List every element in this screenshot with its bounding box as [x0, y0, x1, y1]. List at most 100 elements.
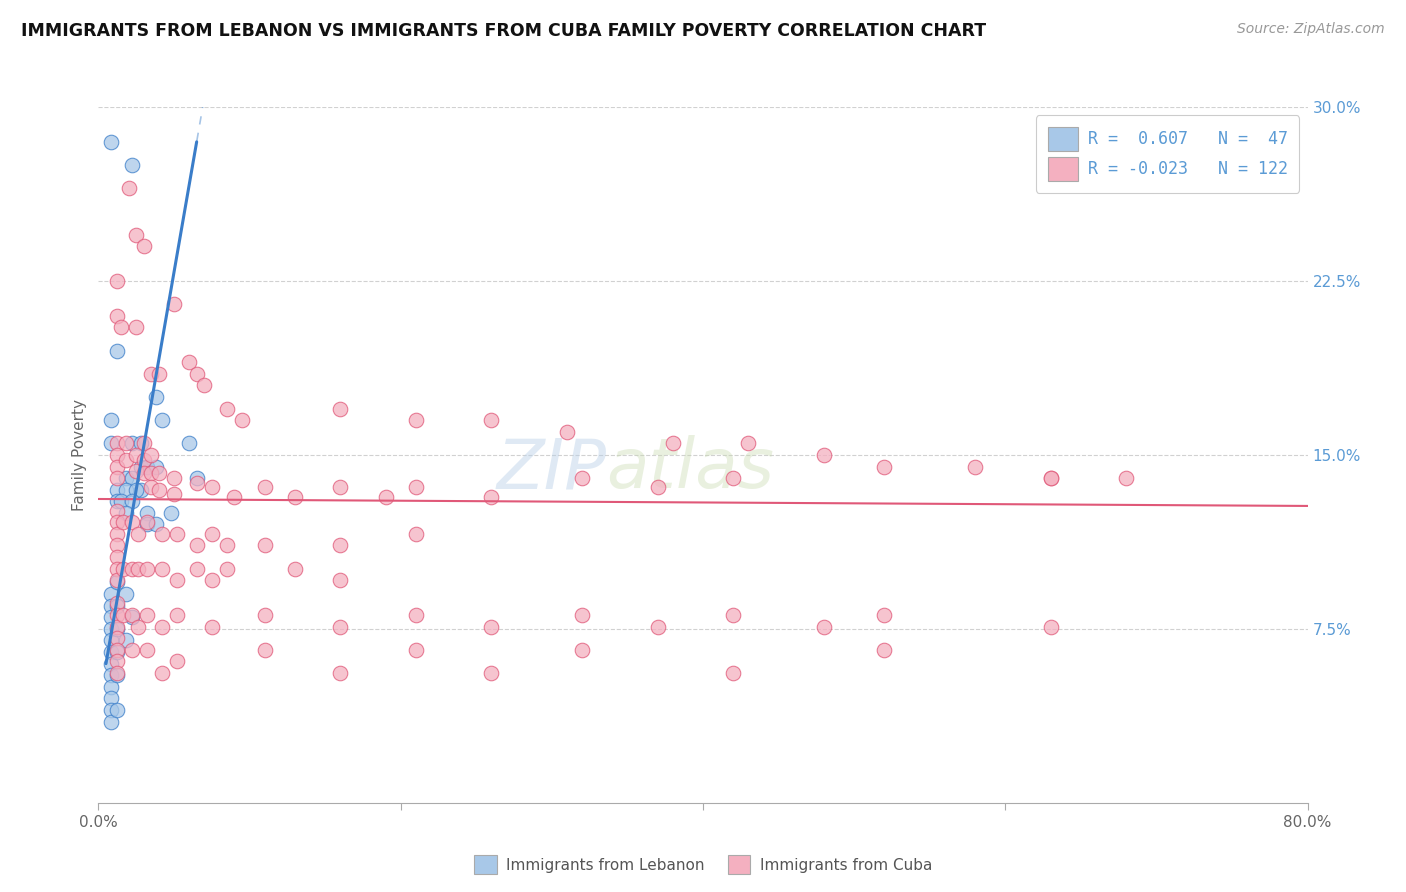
Point — [121, 436, 143, 450]
Point — [253, 642, 276, 657]
Point — [100, 599, 122, 613]
Point — [105, 619, 128, 633]
Point — [145, 390, 167, 404]
Point — [148, 367, 170, 381]
Point — [201, 573, 224, 587]
Point — [111, 561, 134, 575]
Point — [105, 631, 128, 645]
Point — [105, 436, 128, 450]
Point — [723, 471, 745, 485]
Point — [100, 657, 122, 671]
Point — [105, 654, 128, 668]
Point — [121, 607, 143, 622]
Point — [100, 645, 122, 659]
Point — [163, 471, 186, 485]
Point — [166, 654, 188, 668]
Point — [132, 239, 155, 253]
Point — [105, 599, 128, 613]
Point — [114, 633, 136, 648]
Point — [100, 436, 122, 450]
Point — [965, 459, 987, 474]
Point — [111, 515, 134, 529]
Point — [121, 642, 143, 657]
Point — [166, 607, 188, 622]
Point — [647, 480, 669, 494]
Point — [100, 587, 122, 601]
Point — [555, 425, 578, 439]
Point — [105, 274, 128, 288]
Point — [110, 494, 132, 508]
Point — [1039, 471, 1062, 485]
Point — [253, 538, 276, 552]
Point — [135, 515, 157, 529]
Point — [105, 645, 128, 659]
Point — [186, 471, 208, 485]
Point — [105, 561, 128, 575]
Point — [121, 471, 143, 485]
Point — [105, 642, 128, 657]
Point — [405, 642, 427, 657]
Point — [186, 475, 208, 490]
Point — [105, 668, 128, 682]
Point — [114, 587, 136, 601]
Point — [100, 413, 122, 427]
Point — [231, 413, 253, 427]
Point — [100, 135, 122, 149]
Point — [163, 487, 186, 501]
Point — [405, 526, 427, 541]
Point — [1039, 471, 1062, 485]
Point — [125, 464, 148, 478]
Point — [100, 610, 122, 624]
Point — [135, 607, 157, 622]
Point — [215, 401, 238, 416]
Point — [647, 619, 669, 633]
Point — [135, 517, 157, 532]
Point — [201, 619, 224, 633]
Point — [105, 515, 128, 529]
Point — [201, 480, 224, 494]
Point — [105, 471, 128, 485]
Point — [105, 575, 128, 590]
Point — [737, 436, 759, 450]
Point — [873, 607, 896, 622]
Point — [121, 561, 143, 575]
Point — [405, 607, 427, 622]
Point — [100, 633, 122, 648]
Point — [253, 480, 276, 494]
Point — [329, 401, 352, 416]
Point — [481, 665, 503, 680]
Point — [105, 622, 128, 636]
Point — [224, 490, 246, 504]
Point — [132, 467, 155, 481]
Point — [135, 506, 157, 520]
Point — [132, 452, 155, 467]
Point — [135, 561, 157, 575]
Point — [374, 490, 396, 504]
Point — [1039, 619, 1062, 633]
Point — [571, 471, 593, 485]
Point — [329, 573, 352, 587]
Point — [127, 619, 149, 633]
Point — [111, 607, 134, 622]
Point — [105, 448, 128, 462]
Point — [873, 459, 896, 474]
Point — [129, 483, 152, 497]
Point — [141, 467, 163, 481]
Point — [127, 526, 149, 541]
Point — [105, 526, 128, 541]
Point — [118, 181, 141, 195]
Legend: Immigrants from Lebanon, Immigrants from Cuba: Immigrants from Lebanon, Immigrants from… — [468, 849, 938, 880]
Point — [329, 480, 352, 494]
Point — [813, 619, 835, 633]
Point — [141, 480, 163, 494]
Text: Source: ZipAtlas.com: Source: ZipAtlas.com — [1237, 22, 1385, 37]
Legend: R =  0.607   N =  47, R = -0.023   N = 122: R = 0.607 N = 47, R = -0.023 N = 122 — [1036, 115, 1299, 193]
Point — [105, 665, 128, 680]
Point — [100, 622, 122, 636]
Point — [105, 573, 128, 587]
Point — [121, 158, 143, 172]
Point — [100, 691, 122, 706]
Point — [125, 483, 148, 497]
Point — [253, 607, 276, 622]
Point — [100, 680, 122, 694]
